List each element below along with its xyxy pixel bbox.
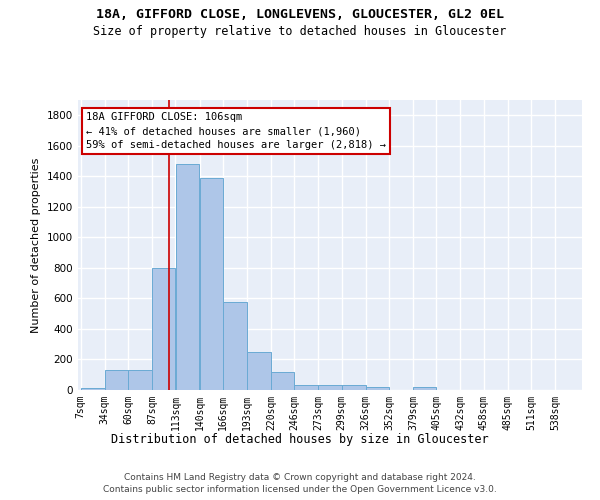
Text: 18A GIFFORD CLOSE: 106sqm
← 41% of detached houses are smaller (1,960)
59% of se: 18A GIFFORD CLOSE: 106sqm ← 41% of detac…	[86, 112, 386, 150]
Text: Size of property relative to detached houses in Gloucester: Size of property relative to detached ho…	[94, 25, 506, 38]
Bar	[128, 370, 152, 390]
Bar	[342, 386, 365, 390]
Bar	[81, 388, 104, 390]
Bar	[271, 372, 294, 390]
Bar	[413, 387, 436, 390]
Text: Distribution of detached houses by size in Gloucester: Distribution of detached houses by size …	[111, 432, 489, 446]
Y-axis label: Number of detached properties: Number of detached properties	[31, 158, 41, 332]
Bar	[366, 387, 389, 390]
Bar	[295, 384, 318, 390]
Text: 18A, GIFFORD CLOSE, LONGLEVENS, GLOUCESTER, GL2 0EL: 18A, GIFFORD CLOSE, LONGLEVENS, GLOUCEST…	[96, 8, 504, 20]
Bar	[176, 164, 199, 390]
Bar	[200, 178, 223, 390]
Bar	[223, 302, 247, 390]
Bar	[247, 352, 271, 390]
Bar	[319, 386, 341, 390]
Text: Contains HM Land Registry data © Crown copyright and database right 2024.: Contains HM Land Registry data © Crown c…	[124, 472, 476, 482]
Bar	[152, 268, 175, 390]
Bar	[105, 370, 128, 390]
Text: Contains public sector information licensed under the Open Government Licence v3: Contains public sector information licen…	[103, 485, 497, 494]
